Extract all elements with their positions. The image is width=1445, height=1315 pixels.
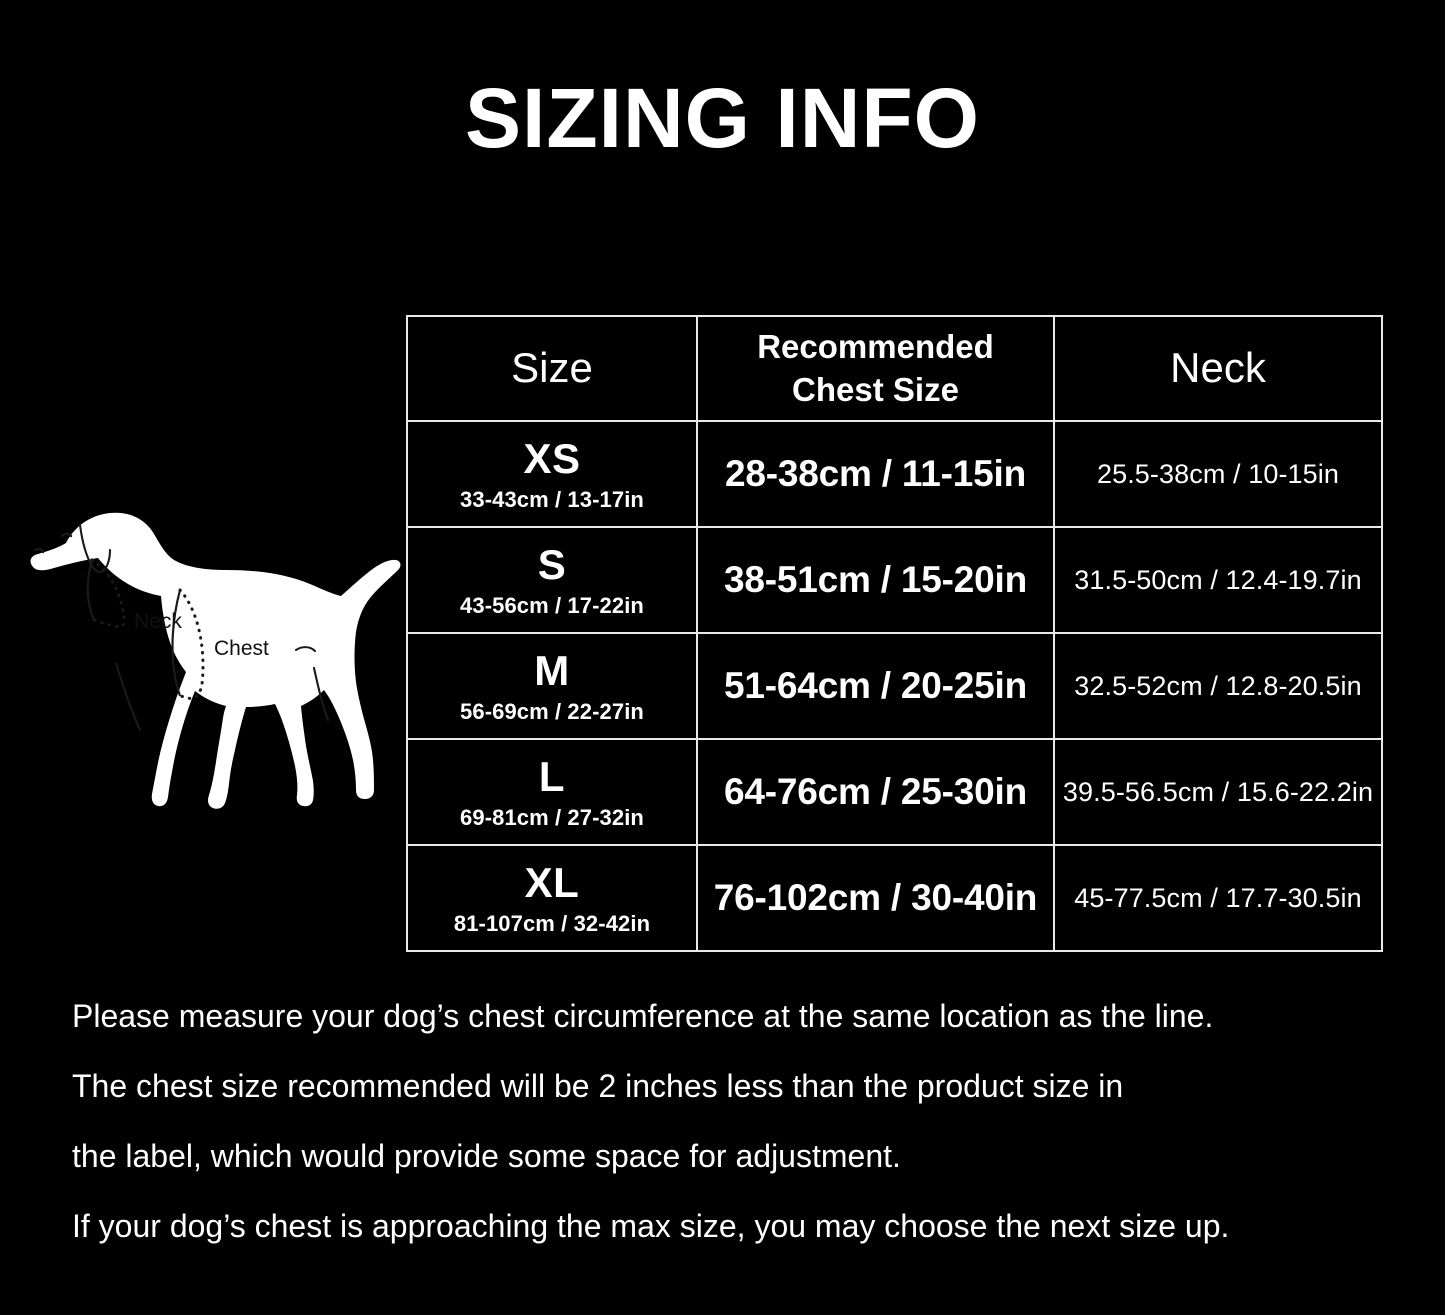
- dog-interior-details: [34, 523, 330, 732]
- cell-size: M 56-69cm / 22-27in: [406, 632, 698, 740]
- cell-neck: 39.5-56.5cm / 15.6-22.2in: [1053, 738, 1383, 846]
- sizing-table: Size Recommended Chest Size Neck XS 33-4…: [406, 315, 1383, 952]
- table-row: S 43-56cm / 17-22in 38-51cm / 15-20in 31…: [406, 526, 1383, 634]
- size-range: 56-69cm / 22-27in: [460, 698, 644, 724]
- header-chest-line1: Recommended: [757, 328, 994, 366]
- table-row: XS 33-43cm / 13-17in 28-38cm / 11-15in 2…: [406, 420, 1383, 528]
- cell-neck: 45-77.5cm / 17.7-30.5in: [1053, 844, 1383, 952]
- size-letter: S: [537, 540, 567, 588]
- cell-chest: 28-38cm / 11-15in: [696, 420, 1055, 528]
- size-letter: M: [534, 646, 570, 694]
- table-row: XL 81-107cm / 32-42in 76-102cm / 30-40in…: [406, 844, 1383, 952]
- neck-measure-band: [86, 558, 126, 629]
- note-line: the label, which would provide some spac…: [72, 1138, 901, 1174]
- table-header-row: Size Recommended Chest Size Neck: [406, 315, 1383, 422]
- cell-size: S 43-56cm / 17-22in: [406, 526, 698, 634]
- note-line: The chest size recommended will be 2 inc…: [72, 1068, 1124, 1104]
- chest-label: Chest: [214, 637, 269, 660]
- dog-silhouette-shape: [30, 512, 401, 809]
- page-title: SIZING INFO: [465, 71, 980, 165]
- size-letter: L: [538, 752, 566, 800]
- table-row: L 69-81cm / 27-32in 64-76cm / 25-30in 39…: [406, 738, 1383, 846]
- cell-size: XL 81-107cm / 32-42in: [406, 844, 698, 952]
- cell-neck: 25.5-38cm / 10-15in: [1053, 420, 1383, 528]
- header-chest-line2: Chest Size: [792, 370, 959, 408]
- cell-chest: 76-102cm / 30-40in: [696, 844, 1055, 952]
- table-row: M 56-69cm / 22-27in 51-64cm / 20-25in 32…: [406, 632, 1383, 740]
- size-range: 81-107cm / 32-42in: [453, 910, 651, 936]
- size-range: 69-81cm / 27-32in: [460, 804, 644, 830]
- cell-size: XS 33-43cm / 13-17in: [406, 420, 698, 528]
- size-letter: XS: [523, 434, 581, 482]
- notes-block: Please measure your dog’s chest circumfe…: [72, 1000, 1392, 1242]
- cell-chest: 51-64cm / 20-25in: [696, 632, 1055, 740]
- note-line: Please measure your dog’s chest circumfe…: [72, 998, 1214, 1034]
- cell-neck: 31.5-50cm / 12.4-19.7in: [1053, 526, 1383, 634]
- header-neck: Neck: [1053, 315, 1383, 422]
- size-range: 43-56cm / 17-22in: [460, 592, 644, 618]
- size-letter: XL: [524, 858, 580, 906]
- header-recommended-chest-size: Recommended Chest Size: [696, 315, 1055, 422]
- neck-label: Neck: [134, 610, 182, 633]
- cell-chest: 64-76cm / 25-30in: [696, 738, 1055, 846]
- size-range: 33-43cm / 13-17in: [460, 486, 644, 512]
- header-size: Size: [406, 315, 698, 422]
- cell-neck: 32.5-52cm / 12.8-20.5in: [1053, 632, 1383, 740]
- cell-chest: 38-51cm / 15-20in: [696, 526, 1055, 634]
- cell-size: L 69-81cm / 27-32in: [406, 738, 698, 846]
- chest-measure-band: [171, 588, 205, 700]
- note-line: If your dog’s chest is approaching the m…: [72, 1208, 1230, 1244]
- dog-measurement-illustration: Neck Chest: [18, 498, 408, 828]
